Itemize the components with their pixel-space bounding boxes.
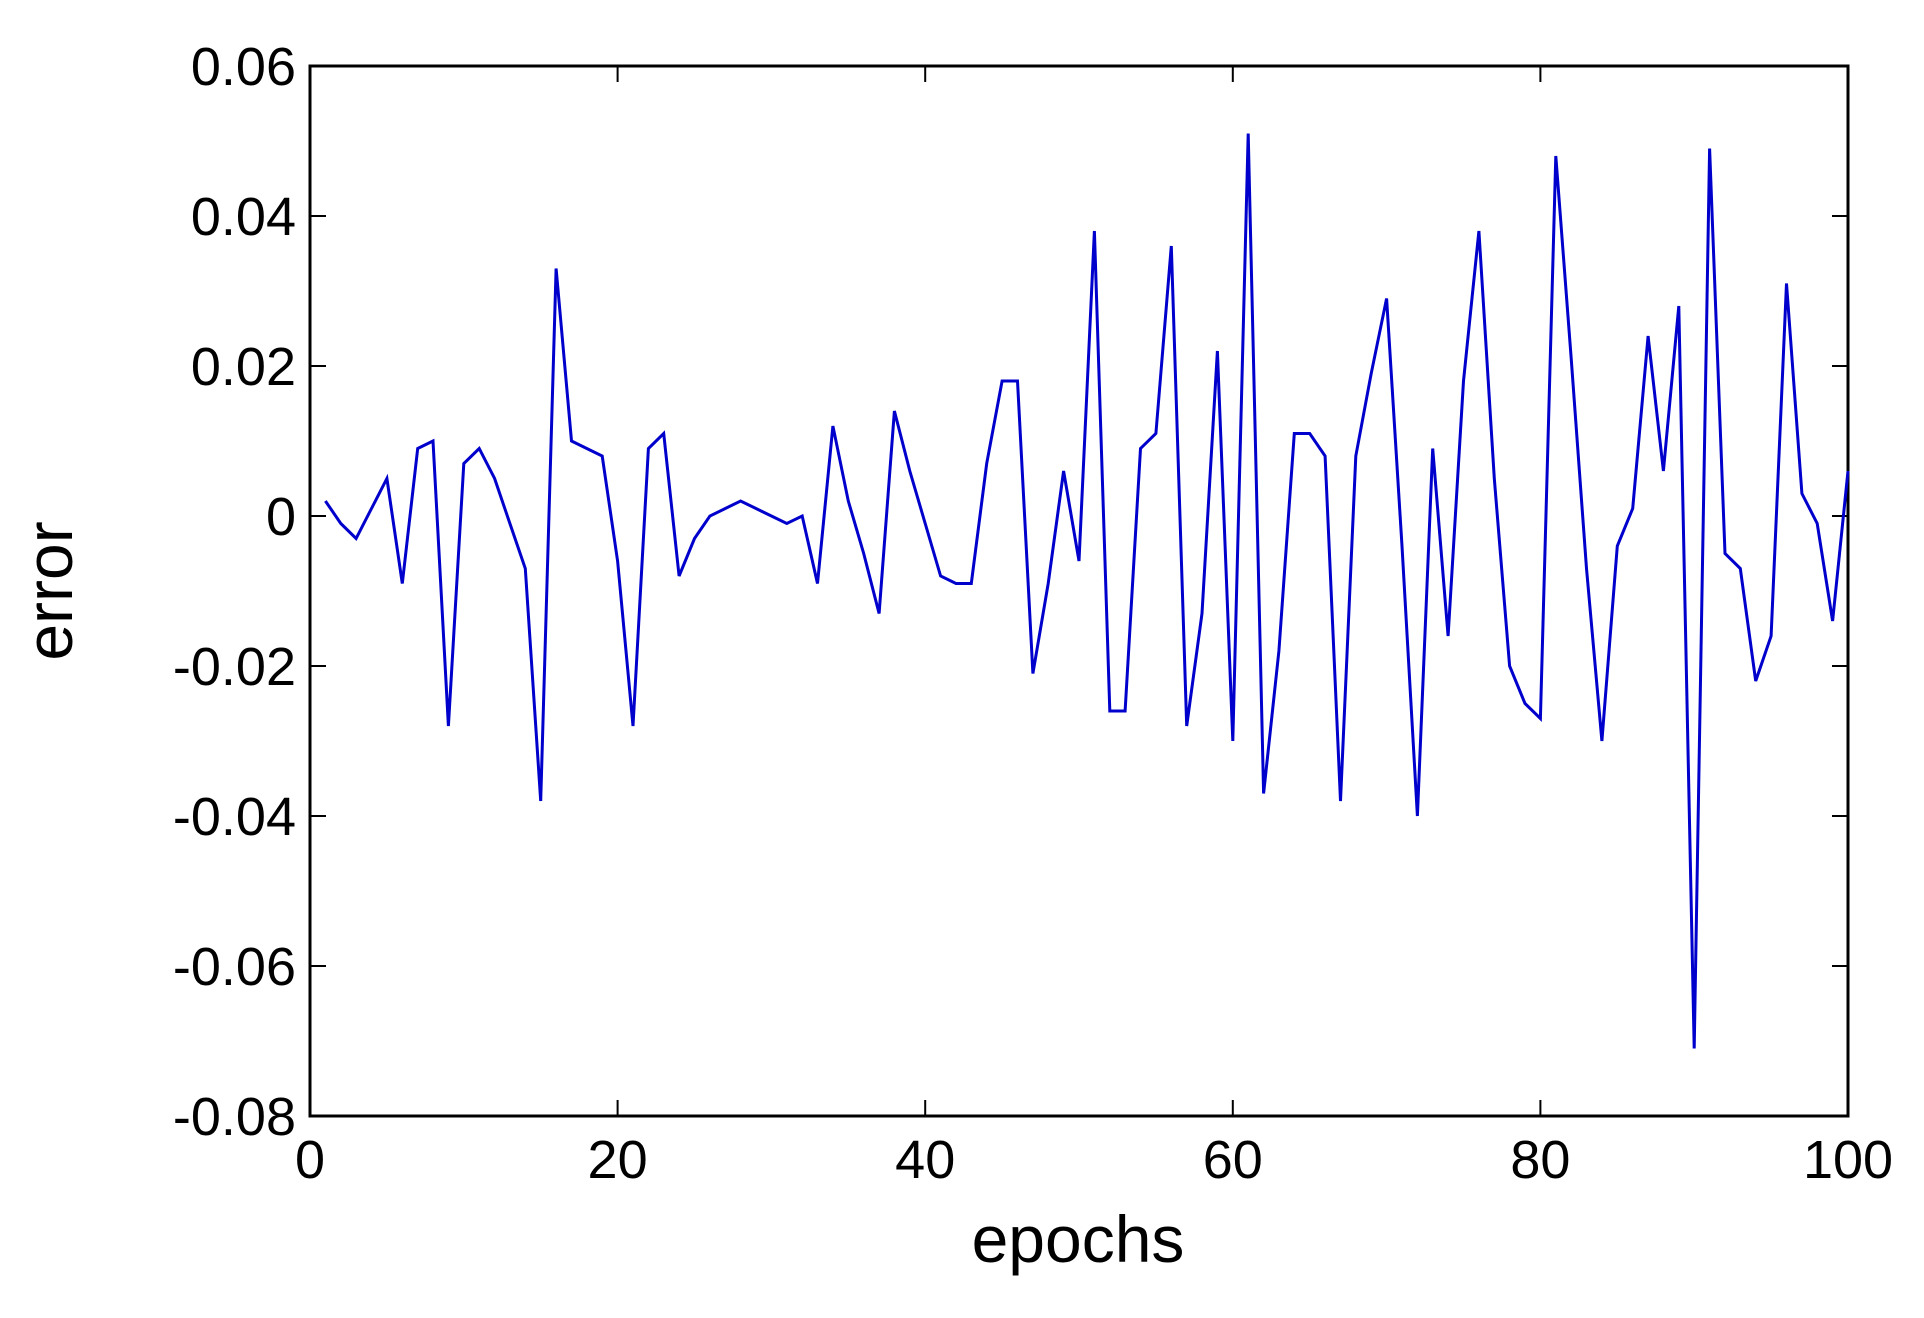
- y-tick-label: 0.02: [191, 337, 296, 397]
- y-tick-label: -0.06: [173, 937, 296, 997]
- y-axis-label: error: [12, 521, 86, 660]
- y-tick-label: -0.04: [173, 787, 296, 847]
- y-axis-ticks: 0.06 0.04 0.02 0 -0.02 -0.04 -0.06 -0.08: [173, 37, 1848, 1147]
- y-tick-label: -0.08: [173, 1087, 296, 1147]
- plot-area: [308, 64, 1850, 1118]
- x-tick-label: 40: [895, 1130, 955, 1190]
- y-tick-label: -0.02: [173, 637, 296, 697]
- y-tick-label: 0: [266, 487, 296, 547]
- x-tick-label: 60: [1203, 1130, 1263, 1190]
- series-layer: [324, 133, 1850, 1049]
- series-line: [324, 133, 1850, 1049]
- x-tick-label: 80: [1510, 1130, 1570, 1190]
- x-tick-label: 0: [295, 1130, 325, 1190]
- x-axis-label: epochs: [972, 1202, 1185, 1276]
- y-tick-label: 0.04: [191, 187, 296, 247]
- x-tick-label: 100: [1803, 1130, 1893, 1190]
- x-tick-label: 20: [588, 1130, 648, 1190]
- x-axis-ticks: 0 20 40 60 80 100: [295, 66, 1893, 1190]
- y-tick-label: 0.06: [191, 37, 296, 97]
